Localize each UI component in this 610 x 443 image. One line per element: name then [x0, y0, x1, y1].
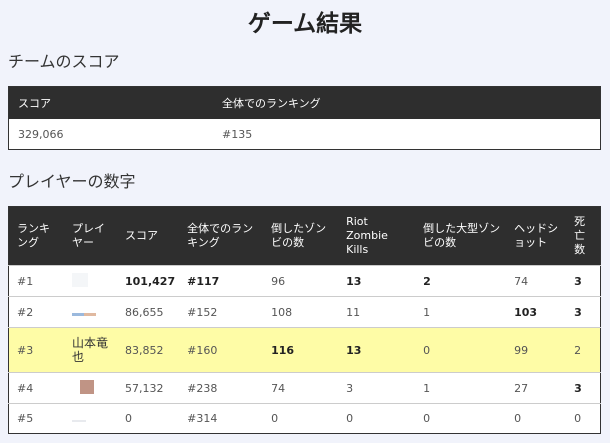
table-row: #4 57,132 #238 74 3 1 27 3	[8, 372, 601, 404]
players-header-row: ランキング プレイヤー スコア 全体でのランキング 倒したゾンビの数 Riot …	[8, 206, 601, 266]
deaths-cell: 3	[566, 296, 601, 328]
headshots-cell: 103	[506, 296, 567, 328]
deaths-cell: 0	[566, 403, 601, 434]
player-cell	[64, 296, 117, 328]
header-player: プレイヤー	[64, 206, 117, 266]
team-score-table: スコア 全体でのランキング 329,066 #135	[8, 86, 601, 150]
headshots-cell: 74	[506, 265, 567, 297]
big-zombies-cell: 0	[415, 403, 507, 434]
deaths-cell: 3	[566, 372, 601, 404]
header-score: スコア	[8, 86, 213, 119]
team-ranking-value: #135	[213, 119, 601, 150]
score-cell: 101,427	[117, 265, 180, 297]
player-stats-title: プレイヤーの数字	[8, 172, 136, 191]
header-big-zombies-killed: 倒した大型ゾンビの数	[415, 206, 507, 266]
rank-cell: #1	[8, 265, 64, 297]
big-zombies-cell: 1	[415, 296, 507, 328]
zombies-cell: 96	[263, 265, 339, 297]
overall-ranking-cell: #117	[179, 265, 264, 297]
player-stats-table: ランキング プレイヤー スコア 全体でのランキング 倒したゾンビの数 Riot …	[8, 206, 601, 434]
overall-ranking-cell: #160	[179, 327, 264, 373]
team-header-row: スコア 全体でのランキング	[8, 86, 601, 119]
headshots-cell: 27	[506, 372, 567, 404]
team-data-row: 329,066 #135	[8, 119, 601, 150]
overall-ranking-cell: #152	[179, 296, 264, 328]
player-name: 山本竜也	[72, 336, 109, 364]
zombies-cell: 108	[263, 296, 339, 328]
player-cell	[64, 265, 117, 297]
big-zombies-cell: 2	[415, 265, 507, 297]
zombies-cell: 74	[263, 372, 339, 404]
header-score: スコア	[117, 206, 180, 266]
overall-ranking-cell: #314	[179, 403, 264, 434]
player-avatar-icon	[72, 272, 88, 287]
score-cell: 57,132	[117, 372, 180, 404]
table-row: #2 86,655 #152 108 11 1 103 3	[8, 296, 601, 328]
headshots-cell: 0	[506, 403, 567, 434]
riot-kills-cell: 11	[338, 296, 416, 328]
header-ranking: ランキング	[8, 206, 64, 266]
team-score-title: チームのスコア	[8, 52, 120, 71]
player-cell	[64, 372, 117, 404]
rank-cell: #3	[8, 327, 64, 373]
header-headshots: ヘッドショット	[506, 206, 567, 266]
headshots-cell: 99	[506, 327, 567, 373]
player-avatar-icon	[72, 312, 96, 316]
rank-cell: #4	[8, 372, 64, 404]
header-overall-ranking: 全体でのランキング	[213, 86, 601, 119]
team-score-value: 329,066	[8, 119, 213, 150]
header-riot-zombie-kills: Riot Zombie Kills	[338, 206, 416, 266]
rank-cell: #2	[8, 296, 64, 328]
header-deaths: 死亡数	[566, 206, 601, 266]
player-avatar-icon	[80, 379, 94, 394]
score-cell: 86,655	[117, 296, 180, 328]
riot-kills-cell: 13	[338, 265, 416, 297]
player-avatar-icon	[72, 420, 86, 422]
score-cell: 0	[117, 403, 180, 434]
big-zombies-cell: 0	[415, 327, 507, 373]
deaths-cell: 3	[566, 265, 601, 297]
header-overall-ranking: 全体でのランキング	[179, 206, 264, 266]
overall-ranking-cell: #238	[179, 372, 264, 404]
player-cell	[64, 403, 117, 434]
riot-kills-cell: 0	[338, 403, 416, 434]
rank-cell: #5	[8, 403, 64, 434]
table-row: #1 101,427 #117 96 13 2 74 3	[8, 265, 601, 297]
score-cell: 83,852	[117, 327, 180, 373]
table-row-highlighted: #3 山本竜也 83,852 #160 116 13 0 99 2	[8, 327, 601, 373]
player-cell: 山本竜也	[64, 327, 117, 373]
page-title: ゲーム結果	[247, 11, 363, 37]
table-row: #5 0 #314 0 0 0 0 0	[8, 403, 601, 434]
zombies-cell: 0	[263, 403, 339, 434]
header-zombies-killed: 倒したゾンビの数	[263, 206, 339, 266]
riot-kills-cell: 13	[338, 327, 416, 373]
zombies-cell: 116	[263, 327, 339, 373]
deaths-cell: 2	[566, 327, 601, 373]
riot-kills-cell: 3	[338, 372, 416, 404]
big-zombies-cell: 1	[415, 372, 507, 404]
